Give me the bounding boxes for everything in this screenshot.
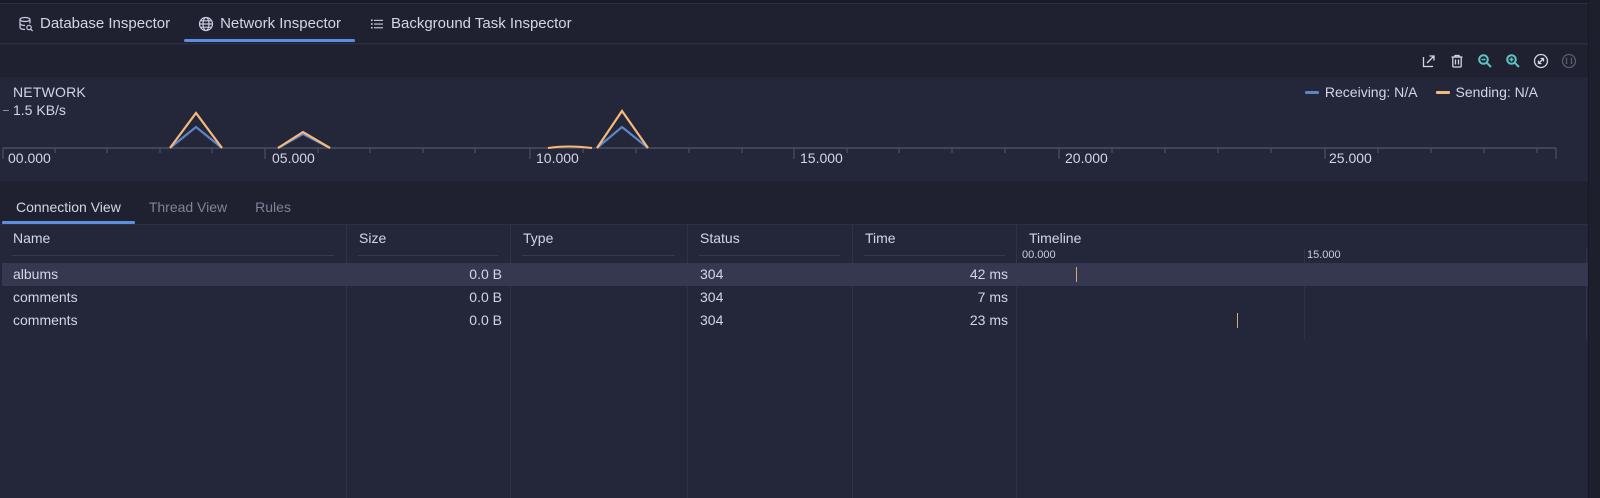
column-label: Size [359,230,387,246]
reset-zoom-icon[interactable] [1530,50,1552,72]
table-header: Name Size Type Status Time Timeline [0,225,1588,263]
timeline-gridline [1586,249,1587,339]
top-border [0,0,1588,4]
table-row[interactable]: albums 0.0 B 304 42 ms [2,263,1588,286]
timeline-bar [1076,267,1077,282]
attach-live-icon[interactable] [1558,50,1580,72]
column-filter-line [522,255,675,256]
cell-time: 7 ms [977,289,1008,305]
column-label: Status [700,230,740,246]
zoom-out-icon[interactable] [1474,50,1496,72]
y-axis-tick [3,110,9,111]
column-filter-line [358,255,498,256]
column-divider[interactable] [510,225,511,498]
column-divider[interactable] [346,225,347,498]
export-icon[interactable] [1418,50,1440,72]
chart-legend: Receiving: N/A Sending: N/A [1304,84,1539,100]
column-label: Timeline [1029,230,1082,246]
cell-name: comments [13,312,78,328]
database-search-icon [18,16,34,32]
column-header-status[interactable]: Status [687,225,852,263]
table-row[interactable]: comments 0.0 B 304 7 ms [2,286,1588,309]
column-label: Name [13,230,51,246]
view-tabs: Connection View Thread View Rules [0,189,1588,225]
column-header-time[interactable]: Time [852,225,1017,263]
column-label: Time [865,230,896,246]
receiving-swatch [1304,90,1319,94]
table-row[interactable]: comments 0.0 B 304 23 ms [2,309,1588,332]
cell-time: 23 ms [969,312,1008,328]
cell-name: comments [13,289,78,305]
cell-time: 42 ms [969,266,1008,282]
tab-rules[interactable]: Rules [255,198,291,215]
legend-sending: Sending: N/A [1435,84,1539,100]
x-tick-label: 20.000 [1065,150,1108,166]
timeline-scale-label: 00.000 [1022,249,1056,261]
x-tick-label: 15.000 [800,150,843,166]
column-filter-line [12,255,334,256]
cell-name: albums [13,266,59,282]
x-tick-label: 05.000 [272,150,315,166]
column-filter-line [699,255,840,256]
y-axis-label: 1.5 KB/s [13,102,66,118]
column-header-timeline[interactable]: Timeline [1016,225,1588,263]
chart-title: NETWORK [13,84,86,100]
column-divider[interactable] [687,225,688,498]
cell-size: 0.0 B [469,312,502,328]
cell-size: 0.0 B [469,266,502,282]
cell-size: 0.0 B [469,289,502,305]
x-tick-label: 00.000 [8,150,51,166]
column-header-name[interactable]: Name [0,225,346,263]
timeline-bar [1237,313,1238,328]
legend-label: Receiving: N/A [1324,84,1418,100]
cell-status: 304 [700,266,724,282]
chart-plot [2,109,1557,159]
x-tick-label: 10.000 [536,150,579,166]
column-divider[interactable] [852,225,853,498]
tab-connection-view[interactable]: Connection View [2,189,135,224]
network-chart[interactable]: NETWORK 1.5 KB/s Receiving: N/A Sending:… [0,77,1588,181]
tab-background-task-inspector[interactable]: Background Task Inspector [355,4,586,43]
chart-toolbar [0,45,1588,77]
tab-label: Network Inspector [220,15,341,32]
column-header-size[interactable]: Size [346,225,510,263]
legend-label: Sending: N/A [1455,84,1539,100]
zoom-in-icon[interactable] [1502,50,1524,72]
list-icon [369,16,385,32]
section-divider [0,181,1588,189]
cell-status: 304 [700,289,724,305]
tab-network-inspector[interactable]: Network Inspector [184,4,355,43]
tab-label: Background Task Inspector [390,15,572,32]
timeline-scale-label: 15.000 [1307,249,1341,261]
connections-table: Name Size Type Status Time Timeline [0,225,1588,498]
column-header-type[interactable]: Type [510,225,687,263]
tab-label: Database Inspector [40,15,171,32]
tab-thread-view[interactable]: Thread View [148,198,228,215]
x-tick-label: 25.000 [1329,150,1372,166]
globe-icon [198,16,214,32]
cell-status: 304 [700,312,724,328]
tab-database-inspector[interactable]: Database Inspector [4,4,184,43]
sending-swatch [1435,90,1450,94]
column-divider[interactable] [1016,225,1017,498]
column-label: Type [523,230,554,246]
legend-receiving: Receiving: N/A [1304,84,1418,100]
inspector-tabs: Database Inspector Network Inspector B [0,4,1588,44]
trash-icon[interactable] [1446,50,1468,72]
column-filter-line [864,255,1005,256]
timeline-gridline [1304,249,1305,339]
right-edge-strip [1588,0,1600,498]
